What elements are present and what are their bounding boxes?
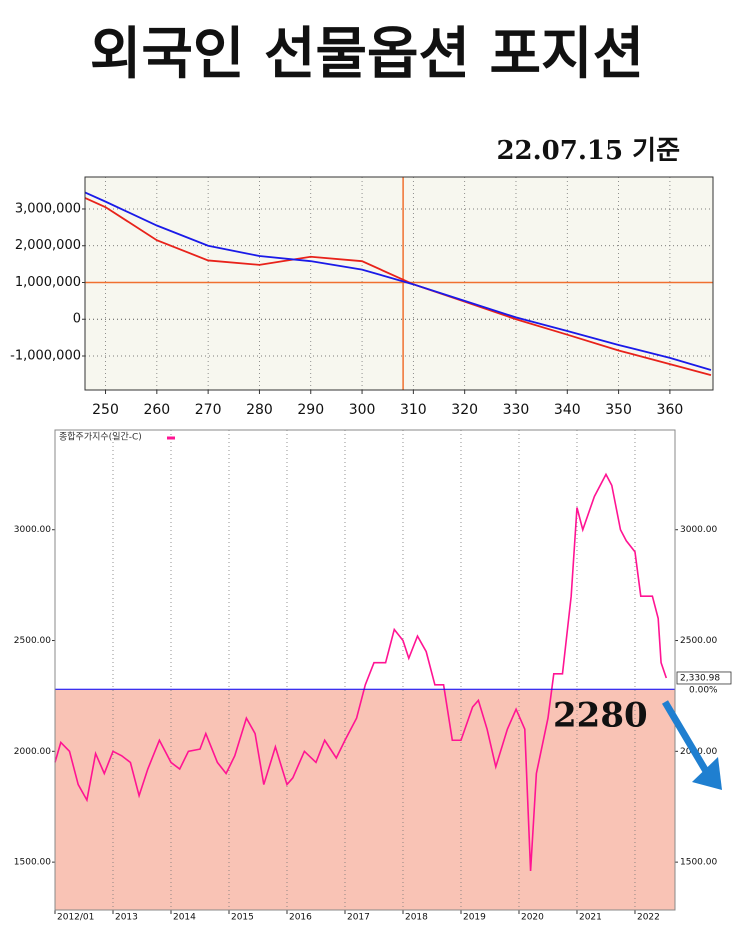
x-tick-label: 2017 xyxy=(347,913,370,923)
y-tick-label: -1,000,000 xyxy=(10,349,81,364)
y-tick-label: 3,000,000 xyxy=(15,201,81,216)
x-tick-label: 2019 xyxy=(463,913,486,923)
subtitle: 22.07.15 기준 xyxy=(496,136,680,166)
y-tick-label: 1,000,000 xyxy=(15,275,81,290)
y-tick-label: 3000.00 xyxy=(14,525,51,535)
x-tick-label: 330 xyxy=(503,402,530,418)
arrow-shaft xyxy=(661,700,714,780)
series-line xyxy=(84,197,712,376)
x-tick-label: 270 xyxy=(195,402,222,418)
x-tick-label: 260 xyxy=(143,402,170,418)
x-tick-label: 350 xyxy=(605,402,632,418)
y-tick-label: 2,000,000 xyxy=(15,238,81,253)
x-tick-label: 320 xyxy=(451,402,478,418)
x-tick-label: 2020 xyxy=(521,913,544,923)
series-line xyxy=(54,472,668,872)
x-tick-label: 2013 xyxy=(115,913,138,923)
overlay xyxy=(661,700,722,790)
below-band xyxy=(55,689,675,910)
y-tick-label: 2500.00 xyxy=(14,636,51,646)
plot-frame xyxy=(54,429,676,911)
y-tick-label: 2000.00 xyxy=(14,747,51,757)
y-tick-label-right: 1500.00 xyxy=(680,858,717,868)
x-tick-label: 2015 xyxy=(231,913,254,923)
x-tick-label: 300 xyxy=(349,402,376,418)
x-tick-label: 2014 xyxy=(173,913,196,923)
x-tick-label: 360 xyxy=(657,402,684,418)
payoff-chart: -1,000,000 0 1,000,000 2,000,000 3,000,000 25… xyxy=(10,176,714,418)
x-tick-label: 250 xyxy=(92,402,119,418)
x-tick-label: 310 xyxy=(400,402,427,418)
plot-background xyxy=(85,177,713,390)
x-tick-label: 290 xyxy=(297,402,324,418)
series-line xyxy=(84,191,712,371)
x-tick-label: 2018 xyxy=(405,913,428,923)
x-tick-label: 280 xyxy=(246,402,273,418)
y-tick-label: 1500.00 xyxy=(14,858,51,868)
x-tick-label: 2012/01 xyxy=(57,913,94,923)
annotation: 2280 xyxy=(553,695,648,735)
x-tick-label: 2016 xyxy=(289,913,312,923)
plot-frame xyxy=(84,176,714,391)
page-title: 외국인 선물옵션 포지션 xyxy=(90,22,644,87)
x-tick-label: 2021 xyxy=(579,913,602,923)
y-tick-label-right: 2500.00 xyxy=(680,636,717,646)
y-tick-label-right: 3000.00 xyxy=(680,525,717,535)
legend-label: 종합주가지수(일간-C) xyxy=(59,432,142,443)
x-tick-label: 340 xyxy=(554,402,581,418)
change-label: 0.00% xyxy=(689,685,718,695)
x-tick-label: 2022 xyxy=(637,913,660,923)
y-tick-label: 0 xyxy=(73,312,81,327)
arrow-head xyxy=(692,757,722,790)
index-chart: 1500.00 1500.00 2000.00 2000.00 2500.00 2500.… xyxy=(14,429,732,923)
price-label: 2,330.98 xyxy=(680,673,720,683)
y-tick-label-right: 2000.00 xyxy=(680,747,717,757)
price-box xyxy=(676,671,732,685)
